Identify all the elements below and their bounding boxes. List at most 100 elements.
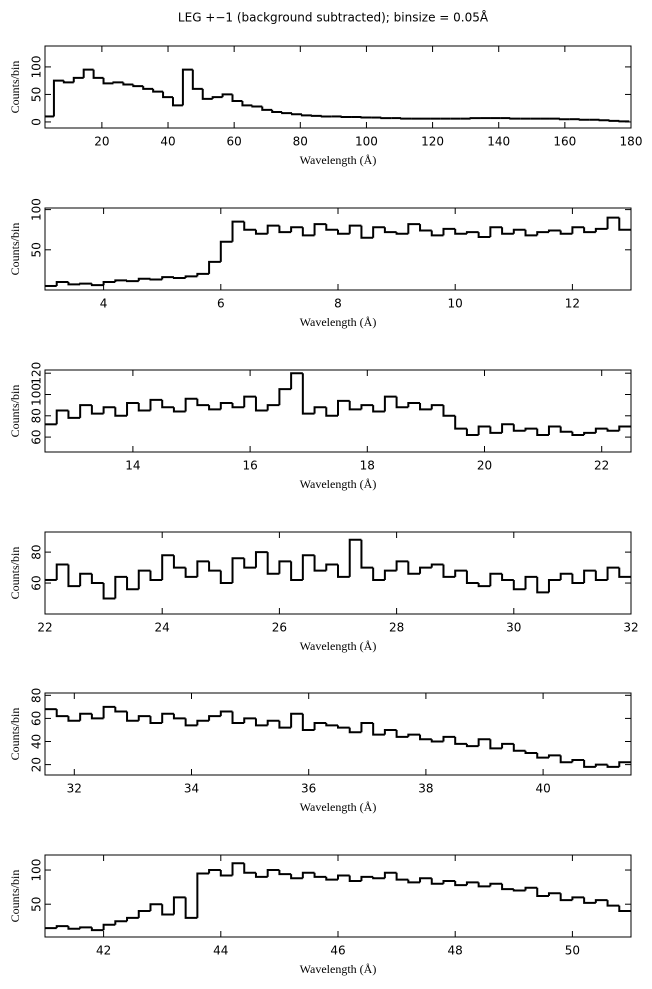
step-bin: [171, 97, 183, 107]
x-tick-label: 38: [418, 782, 433, 796]
step-bin: [114, 920, 128, 925]
step-bin: [442, 564, 456, 578]
step-bin: [254, 872, 268, 878]
step-bin: [278, 560, 292, 574]
step-bin: [477, 738, 491, 747]
step-bin: [583, 759, 596, 768]
step-bin: [547, 229, 561, 233]
x-tick-label: 40: [535, 782, 550, 796]
step-bin: [271, 109, 283, 114]
step-bin: [372, 567, 385, 581]
step-bin: [90, 283, 104, 287]
step-bin: [79, 282, 92, 285]
step-bin: [380, 117, 392, 120]
step-bin: [310, 114, 322, 117]
step-bin: [291, 113, 302, 116]
step-bin: [501, 573, 514, 581]
step-bin: [281, 112, 293, 115]
step-bin: [337, 564, 350, 578]
step-bin: [489, 426, 503, 434]
step-bin: [419, 877, 432, 883]
step-bin: [559, 572, 573, 580]
step-bin: [559, 755, 573, 764]
step-bin: [196, 398, 210, 407]
chart-title: LEG +−1 (background subtracted); binsize…: [178, 10, 489, 25]
x-tick-label: 28: [389, 621, 404, 635]
step-bin: [489, 572, 503, 587]
step-bin: [442, 879, 456, 884]
step-bin: [149, 278, 163, 281]
step-bin: [512, 579, 526, 591]
step-bin: [407, 879, 421, 884]
step-bin: [337, 725, 350, 729]
step-bin: [82, 68, 94, 78]
step-bin: [313, 722, 327, 730]
y-tick-label: 100: [30, 198, 44, 221]
x-tick-label: 60: [227, 135, 242, 149]
step-bin: [266, 719, 280, 726]
step-bin: [90, 927, 104, 932]
step-bin: [536, 753, 549, 759]
step-bin: [313, 406, 327, 414]
step-bin: [90, 405, 104, 415]
y-tick-label: 50: [30, 242, 44, 257]
step-bin: [419, 734, 432, 741]
x-tick-label: 20: [477, 459, 492, 473]
step-bin: [559, 426, 573, 433]
step-bin: [90, 573, 104, 585]
step-bin: [465, 231, 479, 234]
step-bin: [419, 403, 432, 411]
step-bin: [454, 415, 467, 430]
y-tick-label: 100: [30, 383, 44, 406]
y-tick-label: 80: [30, 544, 44, 559]
step-bin: [55, 925, 69, 929]
step-bin: [477, 882, 491, 888]
step-bin: [337, 229, 350, 235]
step-bin: [383, 227, 397, 234]
step-bin: [571, 573, 585, 585]
step-bin: [594, 763, 608, 767]
step-bin: [266, 869, 280, 877]
step-bin: [395, 729, 409, 738]
step-bin: [208, 405, 221, 411]
step-bin: [454, 736, 467, 745]
step-bin: [132, 84, 144, 88]
step-bin: [231, 711, 245, 725]
y-tick-label: 20: [30, 757, 44, 772]
step-bin: [524, 575, 538, 590]
step-bin: [112, 81, 124, 84]
step-bin: [337, 874, 350, 880]
step-bin: [79, 572, 92, 587]
step-bin: [407, 223, 421, 234]
step-bin: [137, 403, 151, 412]
x-tick-label: 48: [448, 944, 463, 958]
step-bin: [469, 117, 481, 120]
step-bin: [337, 399, 350, 416]
y-tick-label: 40: [30, 734, 44, 749]
step-bin: [243, 221, 256, 231]
x-tick-label: 34: [184, 782, 199, 796]
step-bin: [301, 227, 315, 237]
step-bin: [184, 897, 198, 919]
step-bin: [501, 423, 514, 433]
y-axis-label: Counts/bin: [8, 223, 22, 276]
y-tick-label: 50: [30, 87, 44, 102]
x-tick-label: 24: [155, 621, 170, 635]
step-bin: [320, 115, 332, 118]
x-tick-label: 42: [96, 944, 111, 958]
step-bin: [430, 563, 444, 568]
step-bin: [524, 886, 538, 891]
x-tick-label: 22: [594, 459, 609, 473]
step-bin: [454, 569, 467, 577]
step-bin: [126, 711, 139, 722]
step-bin: [90, 713, 104, 720]
x-tick-label: 26: [272, 621, 287, 635]
step-bin: [583, 897, 596, 904]
step-bin: [340, 115, 352, 118]
step-bin: [79, 926, 92, 929]
step-bin: [149, 903, 163, 912]
step-bin: [536, 428, 549, 436]
step-bin: [536, 231, 549, 236]
step-bin: [114, 575, 128, 599]
